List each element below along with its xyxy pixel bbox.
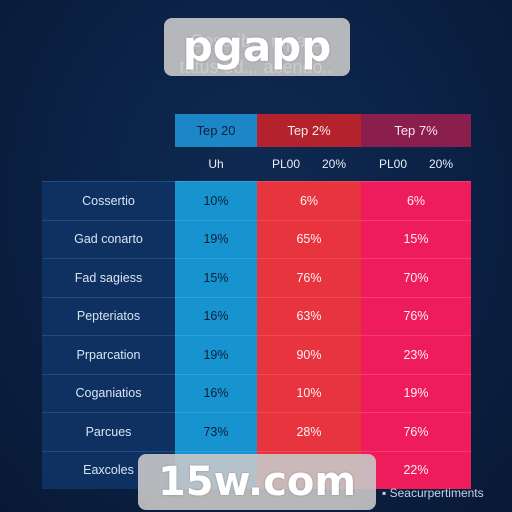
subheader-3: PL00 20% [361, 147, 471, 182]
data-cell: 90% [257, 335, 361, 374]
row-label: Pepteriatos [42, 296, 175, 336]
subheader-2a: PL00 [271, 157, 300, 171]
table-row: Gad conarto 19% 65% 15% [42, 219, 471, 259]
row-label: Coganiatios [42, 373, 175, 413]
data-cell: 65% [257, 219, 361, 259]
footer-note-text: Seacurpertiments [389, 486, 484, 500]
table-row: Fad sagiess 15% 76% 70% [42, 258, 471, 297]
row-label: Fad sagiess [42, 258, 175, 297]
data-cell: 19% [175, 219, 257, 259]
footer-note: ▪ Seacurpertiments [382, 486, 484, 500]
row-label: Cossertio [42, 181, 175, 220]
bullet-icon: ▪ [382, 486, 390, 500]
data-cell: 23% [361, 335, 471, 374]
row-label: Gad conarto [42, 219, 175, 259]
table-row: Pepteriatos 16% 63% 76% [42, 296, 471, 336]
data-cell: 15% [361, 219, 471, 259]
subheader-2b: 20% [322, 157, 347, 171]
watermark-bottom: 15w.com [138, 454, 376, 510]
data-cell: 63% [257, 296, 361, 336]
data-cell: 28% [257, 412, 361, 451]
table-row: Cossertio 10% 6% 6% [42, 181, 471, 220]
data-cell: 10% [257, 373, 361, 413]
data-cell: 6% [361, 181, 471, 220]
table-row: Prparcation 19% 90% 23% [42, 335, 471, 374]
header-row: Tep 20 Tep 2% Tep 7% [42, 114, 471, 147]
subheader-row: Uh PL00 20% PL00 20% [42, 147, 471, 182]
data-cell: 16% [175, 373, 257, 413]
subheader-2: PL00 20% [257, 147, 361, 182]
column-header-2: Tep 2% [257, 114, 361, 147]
table-body: Cossertio 10% 6% 6% Gad conarto 19% 65% 15% Fad … [42, 181, 471, 489]
column-header-3: Tep 7% [361, 114, 471, 147]
subheader-corner [42, 147, 175, 182]
data-cell: 70% [361, 258, 471, 297]
data-cell: 22% [361, 450, 471, 489]
data-cell: 19% [175, 335, 257, 374]
data-cell: 6% [257, 181, 361, 220]
data-cell: 10% [175, 181, 257, 220]
subheader-3a: PL00 [378, 157, 407, 171]
row-label: Prparcation [42, 335, 175, 374]
comparison-table: Tep 20 Tep 2% Tep 7% Uh PL00 20% PL00 20… [42, 114, 471, 489]
data-cell: 76% [361, 296, 471, 336]
data-cell: 73% [175, 412, 257, 451]
table-row: Coganiatios 16% 10% 19% [42, 373, 471, 413]
column-header-1: Tep 20 [175, 114, 257, 147]
table-row: Parcues 73% 28% 76% [42, 412, 471, 451]
data-cell: 76% [361, 412, 471, 451]
subheader-1: Uh [208, 157, 224, 171]
data-cell: 16% [175, 296, 257, 336]
header-corner [42, 114, 175, 147]
data-cell: 15% [175, 258, 257, 297]
data-cell: 76% [257, 258, 361, 297]
subheader-3b: 20% [429, 157, 454, 171]
row-label: Parcues [42, 412, 175, 451]
watermark-top: pgapp [164, 18, 350, 76]
data-cell: 19% [361, 373, 471, 413]
